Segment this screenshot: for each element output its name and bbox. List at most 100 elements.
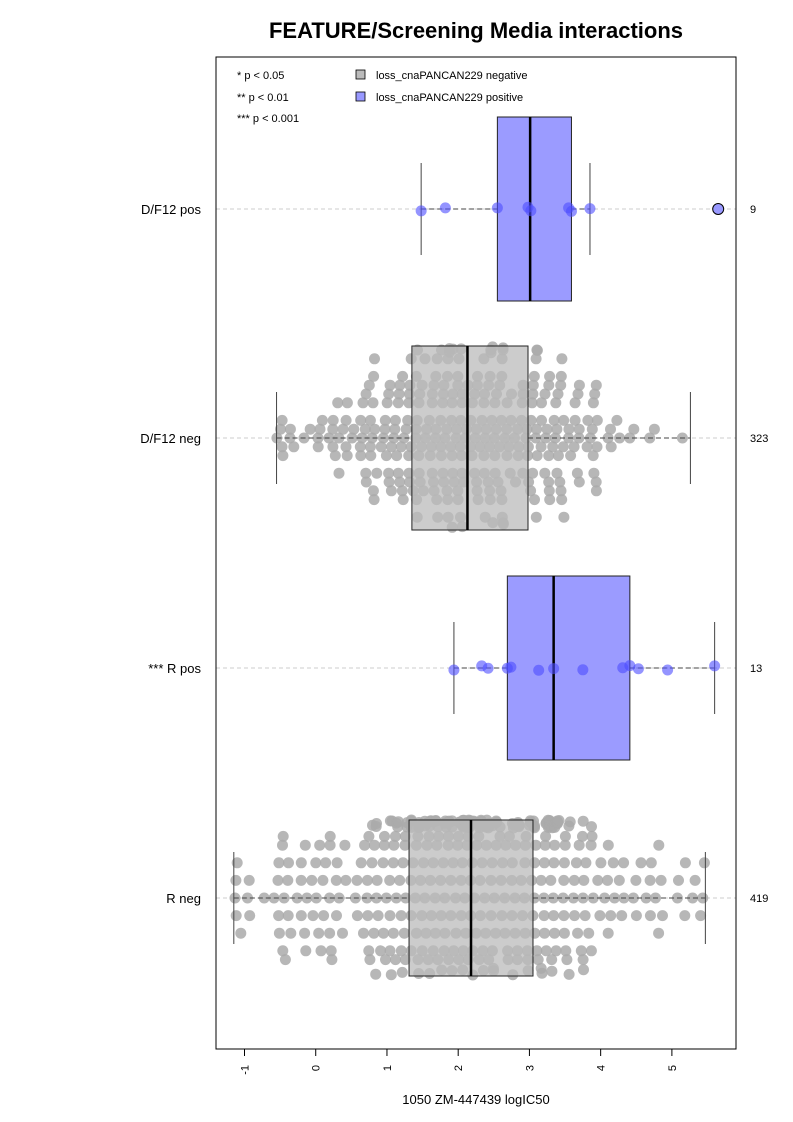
swarm-point [547,441,559,453]
swarm-point [530,353,542,365]
swarm-point [568,441,580,453]
swarm-point [359,423,371,435]
swarm-point [377,857,389,869]
data-point [577,664,589,676]
swarm-point [532,954,544,966]
swarm-point [397,370,409,382]
swarm-point [655,874,667,886]
swarm-point [362,910,374,922]
swarm-point [548,414,560,426]
swarm-point [378,839,390,851]
swarm-point [556,494,568,506]
swarm-point [371,818,382,829]
swarm-point [535,874,547,886]
swarm-point [580,857,592,869]
swarm-point [605,423,616,435]
swarm-point [573,839,585,851]
swarm-point [366,432,378,444]
swarm-point [313,927,325,939]
swarm-point [559,839,571,851]
swarm-point [360,476,372,488]
swarm-point [550,945,562,957]
swarm-point [595,857,607,869]
swarm-point [324,839,336,851]
swarm-point [314,423,326,435]
swarm-point [332,397,344,409]
box-rect [506,575,631,761]
swarm-point [368,927,380,939]
swarm-point [360,388,372,400]
swarm-point [367,485,379,497]
swarm-point [244,910,256,922]
data-point [624,660,636,672]
swarm-point [231,857,243,869]
swarm-point [316,414,328,426]
swarm-point [392,397,404,409]
swarm-point [392,816,404,828]
swarm-point [569,910,580,922]
data-point [584,203,596,215]
swarm-point [624,432,636,444]
box-rect [411,345,529,531]
swarm-point [630,874,642,886]
swarm-point [368,370,380,382]
swarm-point [397,857,409,869]
swarm-point [531,344,543,356]
swarm-point [304,423,316,435]
x-tick-label: 4 [596,1065,608,1071]
swarm-point [393,388,405,400]
swarm-point [273,910,285,922]
swarm-point [369,353,380,365]
swarm-point [395,441,407,453]
swarm-point [527,379,539,391]
swarm-point [590,476,602,488]
swarm-point [368,839,380,851]
swarm-point [300,945,312,957]
sig-legend-item-1: * p < 0.05 [237,70,284,82]
swarm-point [277,839,288,851]
swarm-point [558,874,570,886]
swarm-point [361,874,373,886]
sig-legend-item-3: *** p < 0.001 [237,113,299,125]
count-r-neg: 419 [750,893,768,905]
data-point [533,664,545,676]
swarm-point [315,945,327,957]
swarm-point [340,441,352,453]
swarm-point [317,874,329,886]
box-0 [415,116,725,302]
data-point [548,663,560,675]
swarm-point [365,450,377,462]
swarm-point [558,414,570,426]
swarm-point [324,892,336,904]
swarm-point [389,423,401,435]
swarm-point [398,432,410,444]
x-axis-label: 1050 ZM-447439 logIC50 [402,1092,549,1107]
swarm-point [283,857,294,869]
swarm-point [385,485,397,497]
swarm-point [526,397,538,409]
grid-lines [216,208,736,899]
swarm-point [383,476,395,488]
swarm-point [387,857,399,869]
swarm-point [295,874,307,886]
swarm-point [558,857,570,869]
swarm-point [602,927,614,939]
swarm-point [530,432,542,444]
swarm-point [379,414,391,426]
swarm-point [653,839,665,851]
swarm-point [540,830,552,842]
swarm-point [544,370,556,382]
swarm-point [378,927,389,939]
swarm-point [384,874,396,886]
swarm-point [243,874,255,886]
swarm-point [394,874,406,886]
swarm-point [390,954,401,966]
swarm-point [329,450,341,462]
swarm-point [530,511,542,523]
swarm-point [548,857,560,869]
box-1 [276,345,691,531]
swarm-point [355,414,367,426]
swarm-point [327,441,339,453]
x-tick-label: 3 [524,1065,536,1071]
swarm-point [582,414,594,426]
